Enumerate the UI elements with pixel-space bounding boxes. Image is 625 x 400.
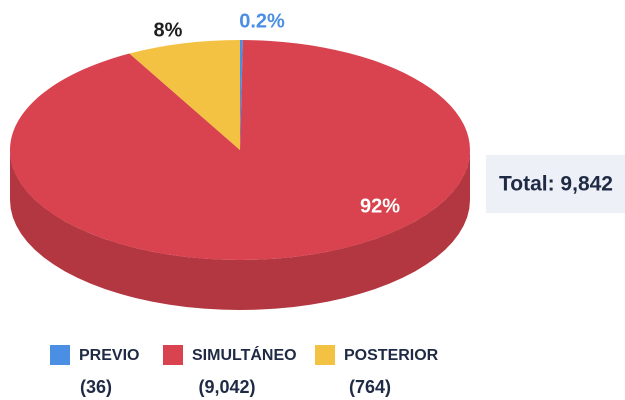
value-label: 92% [360, 195, 400, 217]
pie-slice [9, 40, 471, 260]
pie-slice [129, 40, 240, 150]
pie-side [10, 150, 470, 310]
legend-swatch [163, 345, 183, 365]
legend-label: POSTERIOR [344, 347, 439, 364]
total-box [486, 155, 625, 213]
legend-label: SIMULTÁNEO [192, 345, 297, 364]
legend-swatch [315, 345, 335, 365]
legend-count: (9,042) [198, 377, 255, 397]
legend-swatch [50, 345, 70, 365]
value-label: 0.2% [239, 10, 285, 32]
legend-label: PREVIO [79, 347, 139, 364]
pie-slice [240, 40, 243, 150]
legend-count: (36) [80, 377, 112, 397]
legend-count: (764) [349, 377, 391, 397]
total-label: Total: 9,842 [499, 173, 613, 196]
value-label: 8% [154, 19, 183, 41]
